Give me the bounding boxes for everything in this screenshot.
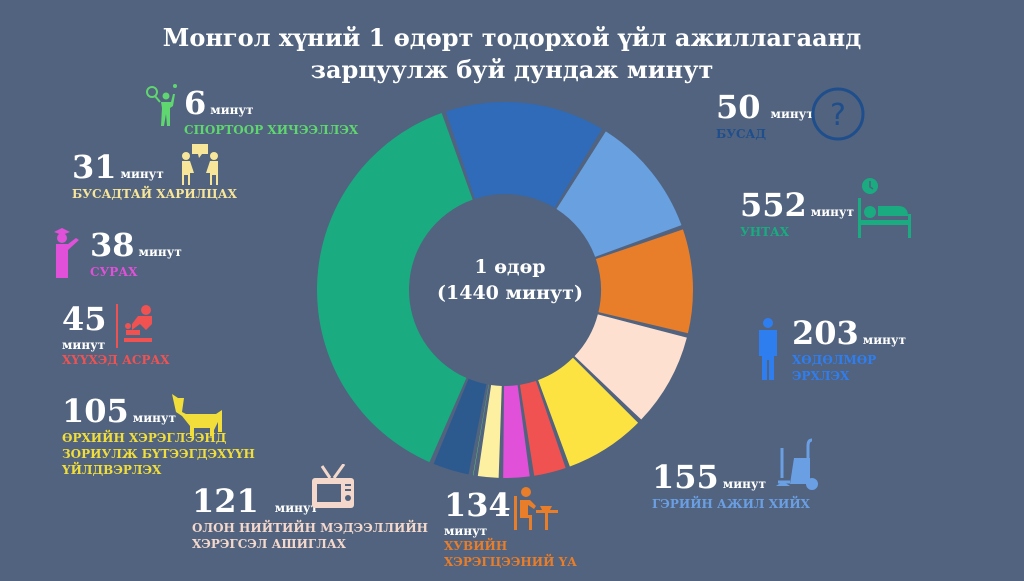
label-work: 203 минут ХӨДӨЛМӨР ЭРХЛЭХ — [792, 314, 906, 384]
dining-icon — [514, 487, 558, 530]
value-social: 31 — [72, 148, 117, 186]
donut-slice-0 — [316, 112, 473, 463]
value-house: 155 — [652, 458, 719, 496]
caption-personal-1: ХУВИЙН — [444, 539, 508, 553]
title-line-2: зарцуулж буй дундаж минут — [310, 55, 714, 84]
caption-sport: СПОРТООР ХИЧЭЭЛЛЭХ — [184, 123, 359, 137]
value-personal: 134 — [444, 486, 511, 524]
label-child: 45 минут ХҮҮХЭД АСРАХ — [62, 300, 170, 368]
donut-slice-6 — [519, 380, 566, 476]
label-personal: 134 минут ХУВИЙН ХЭРЭГЦЭЭНИЙ ҮА — [444, 486, 577, 570]
cow-icon — [172, 394, 222, 436]
donut-slice-5 — [538, 357, 639, 467]
unit-social: минут — [120, 167, 164, 181]
label-media: 121 минут ОЛОН НИЙТИЙН МЭДЭЭЛЛИЙН ХЭРЭГСЭ… — [192, 482, 428, 552]
unit-study: минут — [138, 245, 182, 259]
label-other: 50 минут БУСАД — [716, 88, 814, 142]
unit-house: минут — [722, 477, 767, 491]
caption-work-2: ЭРХЛЭХ — [792, 369, 850, 383]
donut-slice-7 — [503, 385, 530, 478]
unit-produce: минут — [132, 411, 177, 425]
center-line-1: 1 өдөр — [474, 256, 546, 278]
caption-produce-2: ЗОРИУЛЖ БҮТЭЭГДЭХҮҮН — [62, 447, 255, 461]
vacuum-cleaner-icon — [776, 438, 818, 490]
caption-media-2: ХЭРЭГСЭЛ АШИГЛАХ — [192, 537, 346, 551]
caption-work-1: ХӨДӨЛМӨР — [792, 353, 877, 367]
question-mark-icon: ? — [811, 87, 865, 141]
value-study: 38 — [90, 226, 135, 264]
donut-slice-4 — [574, 314, 687, 420]
chart-title: Монгол хүний 1 өдөрт тодорхой үйл ажилла… — [0, 22, 1024, 86]
unit-personal: минут — [444, 524, 488, 538]
title-line-1: Монгол хүний 1 өдөрт тодорхой үйл ажилла… — [162, 23, 862, 52]
center-line-2: (1440 минут) — [437, 282, 583, 304]
label-sleep: 552 минут УНТАХ — [740, 186, 854, 240]
donut-center-label: 1 өдөр (1440 минут) — [420, 254, 600, 306]
value-other: 50 — [716, 88, 761, 126]
label-sport: 6 минут СПОРТООР ХИЧЭЭЛЛЭХ — [184, 84, 358, 138]
graduate-icon — [54, 228, 79, 278]
caption-study: СУРАХ — [90, 265, 138, 279]
caption-house: ГЭРИЙН АЖИЛ ХИЙХ — [652, 497, 810, 511]
value-sleep: 552 — [740, 186, 807, 224]
label-study: 38 минут СУРАХ — [90, 226, 182, 280]
unit-child: минут — [62, 338, 106, 352]
caption-personal-2: ХЭРЭГЦЭЭНИЙ ҮА — [444, 555, 577, 569]
childcare-icon — [116, 304, 152, 348]
value-sport: 6 — [184, 84, 207, 122]
donut-slice-2 — [556, 131, 682, 257]
label-social: 31 минут БУСАДТАЙ ХАРИЛЦАХ — [72, 148, 237, 202]
caption-sleep: УНТАХ — [740, 225, 790, 239]
conversation-icon — [182, 144, 218, 185]
value-produce: 105 — [62, 392, 129, 430]
donut-slice-3 — [595, 229, 693, 334]
television-icon — [312, 464, 354, 508]
svg-text:?: ? — [830, 98, 846, 133]
donut-slice-8 — [477, 384, 502, 478]
unit-sleep: минут — [810, 205, 855, 219]
label-produce: 105 минут ӨРХИЙН ХЭРЭГЛЭЭНД ЗОРИУЛЖ БҮТЭЭ… — [62, 392, 255, 478]
tennis-player-icon — [146, 84, 177, 126]
unit-work: минут — [862, 333, 907, 347]
label-house: 155 минут ГЭРИЙН АЖИЛ ХИЙХ — [652, 458, 810, 512]
caption-produce-3: ҮЙЛДВЭРЛЭХ — [62, 463, 162, 477]
bed-sleep-icon — [858, 178, 911, 238]
donut-slice-9 — [472, 384, 489, 476]
businessman-icon — [759, 318, 777, 380]
donut-slice-1 — [445, 101, 603, 208]
value-child: 45 — [62, 300, 107, 338]
donut-slice-10 — [433, 378, 487, 475]
unit-sport: минут — [210, 103, 254, 117]
caption-child: ХҮҮХЭД АСРАХ — [62, 353, 170, 367]
caption-media-1: ОЛОН НИЙТИЙН МЭДЭЭЛЛИЙН — [192, 521, 428, 535]
caption-produce-1: ӨРХИЙН ХЭРЭГЛЭЭНД — [62, 431, 227, 445]
caption-other: БУСАД — [716, 127, 766, 141]
value-media: 121 — [192, 482, 259, 520]
value-work: 203 — [792, 314, 859, 352]
unit-media: минут — [274, 501, 319, 515]
caption-social: БУСАДТАЙ ХАРИЛЦАХ — [72, 187, 237, 201]
unit-other: минут — [770, 107, 814, 121]
